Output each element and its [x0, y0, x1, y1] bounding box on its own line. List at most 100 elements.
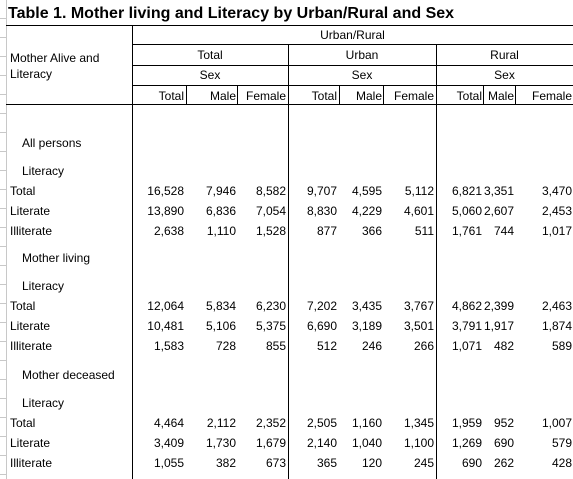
section-subheading: Literacy — [22, 164, 65, 178]
col-header: Female — [531, 89, 572, 103]
col-sep — [237, 86, 238, 104]
table-cell: 1,583 — [153, 339, 184, 353]
table-cell: 952 — [493, 416, 514, 430]
table-cell: 8,582 — [255, 184, 286, 198]
table-cell: 1,345 — [403, 416, 434, 430]
table-cell: 1,017 — [541, 224, 572, 238]
table-cell: 12,064 — [147, 299, 184, 313]
table-cell: 7,202 — [306, 299, 337, 313]
section-subheading: Literacy — [22, 396, 65, 410]
rule-group-rural — [436, 44, 437, 479]
table-cell: 1,679 — [255, 436, 286, 450]
table-cell: 1,959 — [451, 416, 482, 430]
table-cell: 2,453 — [541, 204, 572, 218]
col-header: Male — [487, 89, 514, 103]
table-cell: 13,890 — [147, 204, 184, 218]
row-gutter — [0, 0, 7, 479]
table-cell: 2,140 — [306, 436, 337, 450]
col-header: Female — [245, 89, 286, 103]
spanner-urban-rural: Urban/Rural — [320, 28, 385, 42]
table-cell: 366 — [361, 224, 382, 238]
row-label: Total — [10, 184, 36, 198]
table-cell: 1,730 — [205, 436, 236, 450]
table-cell: 6,836 — [205, 204, 236, 218]
col-header: Total — [456, 89, 482, 103]
table-cell: 245 — [413, 456, 434, 470]
row-label: Literate — [10, 319, 51, 333]
row-label: Literate — [10, 436, 51, 450]
table-cell: 1,071 — [451, 339, 482, 353]
row-label: Illiterate — [10, 456, 53, 470]
row-label: Total — [10, 299, 36, 313]
row-label: Illiterate — [10, 224, 53, 238]
table-cell: 1,761 — [451, 224, 482, 238]
rule-under-sex — [132, 85, 573, 86]
col-header: Female — [393, 89, 434, 103]
table-cell: 1,528 — [255, 224, 286, 238]
table-cell: 120 — [361, 456, 382, 470]
table-cell: 3,791 — [451, 319, 482, 333]
rule-group-urban — [288, 44, 289, 479]
group-rural-label: Rural — [490, 48, 519, 62]
table-cell: 6,690 — [306, 319, 337, 333]
rule-stub — [132, 25, 133, 479]
table-cell: 5,106 — [205, 319, 236, 333]
table-cell: 2,638 — [153, 224, 184, 238]
col-header: Male — [209, 89, 236, 103]
table-cell: 1,040 — [351, 436, 382, 450]
col-sep — [515, 86, 516, 104]
table-cell: 3,189 — [351, 319, 382, 333]
table-cell: 3,767 — [403, 299, 434, 313]
table-cell: 579 — [551, 436, 572, 450]
table-cell: 7,054 — [255, 204, 286, 218]
table-cell: 3,501 — [403, 319, 434, 333]
table-cell: 6,230 — [255, 299, 286, 313]
table-cell: 6,821 — [451, 184, 482, 198]
table-cell: 1,007 — [541, 416, 572, 430]
table-cell: 482 — [493, 339, 514, 353]
row-label: Total — [10, 416, 36, 430]
table-cell: 2,399 — [483, 299, 514, 313]
table-cell: 16,528 — [147, 184, 184, 198]
col-sep — [483, 86, 484, 104]
table-cell: 4,601 — [403, 204, 434, 218]
table-cell: 1,160 — [351, 416, 382, 430]
table-cell: 8,830 — [306, 204, 337, 218]
table-cell: 428 — [551, 456, 572, 470]
table-cell: 382 — [215, 456, 236, 470]
table-cell: 1,269 — [451, 436, 482, 450]
table-cell: 1,055 — [153, 456, 184, 470]
table-cell: 512 — [316, 339, 337, 353]
table-cell: 246 — [361, 339, 382, 353]
table-cell: 1,874 — [541, 319, 572, 333]
col-sep — [339, 86, 340, 104]
table-title: Table 1. Mother living and Literacy by U… — [8, 5, 455, 22]
row-label: Illiterate — [10, 339, 53, 353]
table-cell: 2,607 — [483, 204, 514, 218]
table-cell: 1,917 — [483, 319, 514, 333]
table-cell: 4,595 — [351, 184, 382, 198]
table-cell: 744 — [493, 224, 514, 238]
rule-under-header — [6, 104, 573, 105]
table-cell: 262 — [493, 456, 514, 470]
table-cell: 2,112 — [206, 416, 236, 430]
table-cell: 5,375 — [255, 319, 286, 333]
group-total-label: Total — [197, 48, 223, 62]
col-header: Male — [355, 89, 382, 103]
table-cell: 266 — [413, 339, 434, 353]
table-cell: 589 — [551, 339, 572, 353]
table-cell: 5,060 — [451, 204, 482, 218]
table-cell: 2,463 — [541, 299, 572, 313]
stub-header-line-1: Mother Alive and — [10, 51, 100, 65]
table-cell: 3,435 — [351, 299, 382, 313]
table-cell: 4,862 — [451, 299, 482, 313]
table-cell: 7,946 — [205, 184, 236, 198]
table-cell: 690 — [461, 456, 482, 470]
table-cell: 2,352 — [255, 416, 286, 430]
table-cell: 5,112 — [404, 184, 434, 198]
table-cell: 4,229 — [351, 204, 382, 218]
table-cell: 10,481 — [147, 319, 184, 333]
table-cell: 5,834 — [205, 299, 236, 313]
group-total-sex: Sex — [199, 68, 221, 82]
